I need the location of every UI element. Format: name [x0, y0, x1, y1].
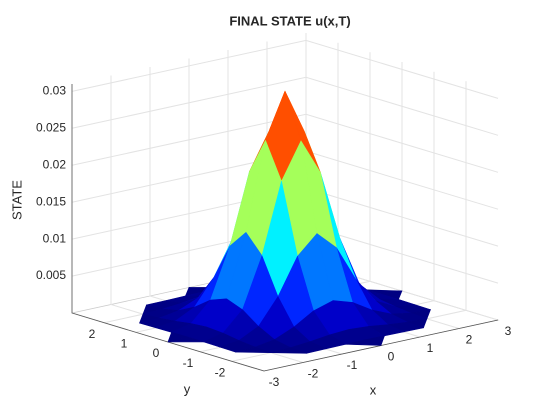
y-tick-label: 1: [121, 337, 128, 351]
z-axis-label: STATE: [9, 180, 24, 220]
z-tick-label: 0.025: [36, 120, 66, 134]
surface-patch: [235, 346, 272, 354]
x-tick-label: -2: [308, 367, 319, 381]
x-axis-label: x: [370, 382, 377, 397]
x-tick-label: 0: [388, 350, 395, 364]
z-tick-label: 0.005: [36, 268, 66, 282]
y-tick-label: 0: [153, 346, 160, 360]
z-tick-label: 0.02: [43, 157, 67, 171]
surface-patch: [270, 347, 307, 354]
z-tick-label: 0.01: [43, 231, 67, 245]
x-tick-label: 2: [466, 333, 473, 347]
z-tick-label: 0.03: [43, 84, 67, 98]
surface-patch: [345, 339, 382, 346]
surface-patch: [167, 336, 204, 343]
x-tick-label: 1: [427, 341, 434, 355]
x-tick-label: 3: [505, 324, 512, 338]
x-tick-label: -3: [269, 375, 280, 389]
chart-title: FINAL STATE u(x,T): [229, 13, 350, 28]
y-tick-label: 2: [89, 327, 96, 341]
y-axis-label: y: [184, 381, 191, 396]
x-tick-label: -1: [347, 358, 358, 372]
y-tick-label: -2: [215, 366, 226, 380]
z-tick-label: 0.015: [36, 194, 66, 208]
y-tick-label: -1: [183, 356, 194, 370]
